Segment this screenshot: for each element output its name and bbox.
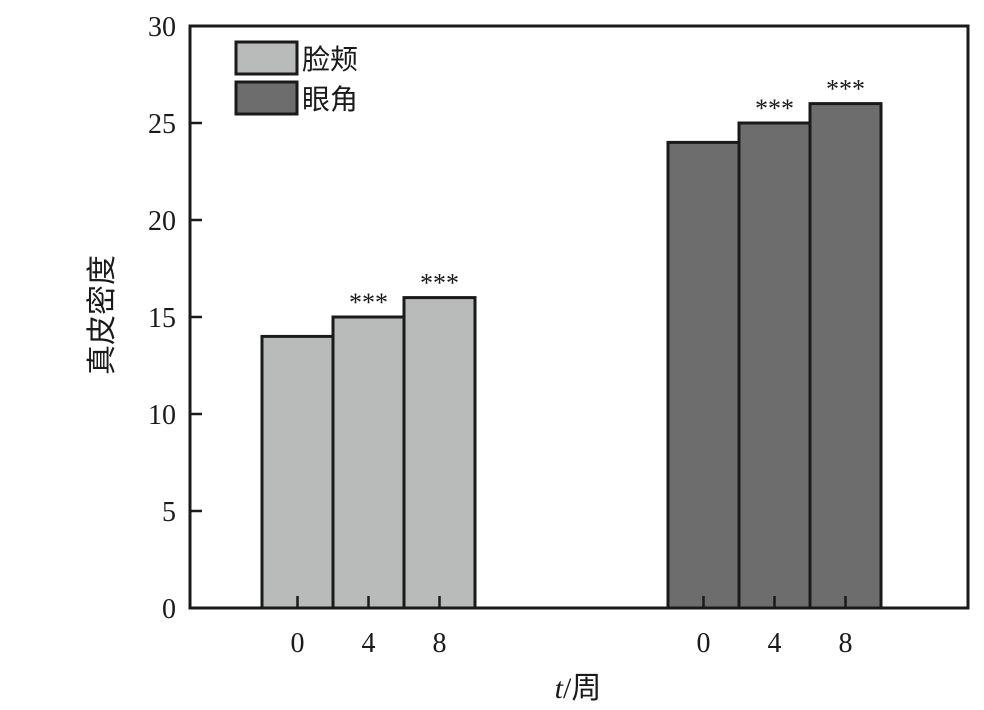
series-2: 0 4 *** 8 *** xyxy=(666,75,883,659)
plot-area: 0 4 *** 8 *** 0 4 *** 8 *** xyxy=(260,75,883,659)
y-tick-label: 5 xyxy=(162,497,176,528)
legend-label-2: 眼角 xyxy=(302,84,358,116)
significance-label: *** xyxy=(755,94,794,123)
series-1: 0 4 *** 8 *** xyxy=(260,269,477,659)
x-tick-label: 4 xyxy=(768,628,782,659)
x-axis-label: t/周 xyxy=(555,672,602,705)
significance-label: *** xyxy=(826,75,865,104)
bar-1-0 xyxy=(260,334,335,610)
y-tick-label: 25 xyxy=(148,109,176,140)
x-tick-label: 8 xyxy=(839,628,853,659)
y-tick-label: 0 xyxy=(162,594,176,625)
y-axis-label: 真皮密度 xyxy=(86,255,119,375)
significance-label: *** xyxy=(349,288,388,317)
x-axis-unit: /周 xyxy=(563,672,601,705)
bar-1-8 xyxy=(402,296,477,610)
y-tick-label: 10 xyxy=(148,400,176,431)
x-tick-label: 8 xyxy=(433,628,447,659)
bar-2-8 xyxy=(808,102,883,610)
y-tick-label: 30 xyxy=(148,12,176,43)
bar-2-4 xyxy=(737,121,812,610)
legend-label-1: 脸颊 xyxy=(302,44,358,76)
y-tick-label: 20 xyxy=(148,206,176,237)
y-tick-label: 15 xyxy=(148,303,176,334)
x-tick-label: 0 xyxy=(291,628,305,659)
x-tick-label: 0 xyxy=(697,628,711,659)
axes: 0 5 10 15 20 25 30 xyxy=(148,12,970,625)
legend-swatch-1 xyxy=(234,40,299,76)
significance-label: *** xyxy=(420,269,459,298)
bar-1-4 xyxy=(331,315,406,610)
bar-2-0 xyxy=(666,140,741,610)
x-tick-label: 4 xyxy=(362,628,376,659)
x-axis-variable: t xyxy=(555,672,564,705)
legend-swatch-2 xyxy=(234,80,299,116)
